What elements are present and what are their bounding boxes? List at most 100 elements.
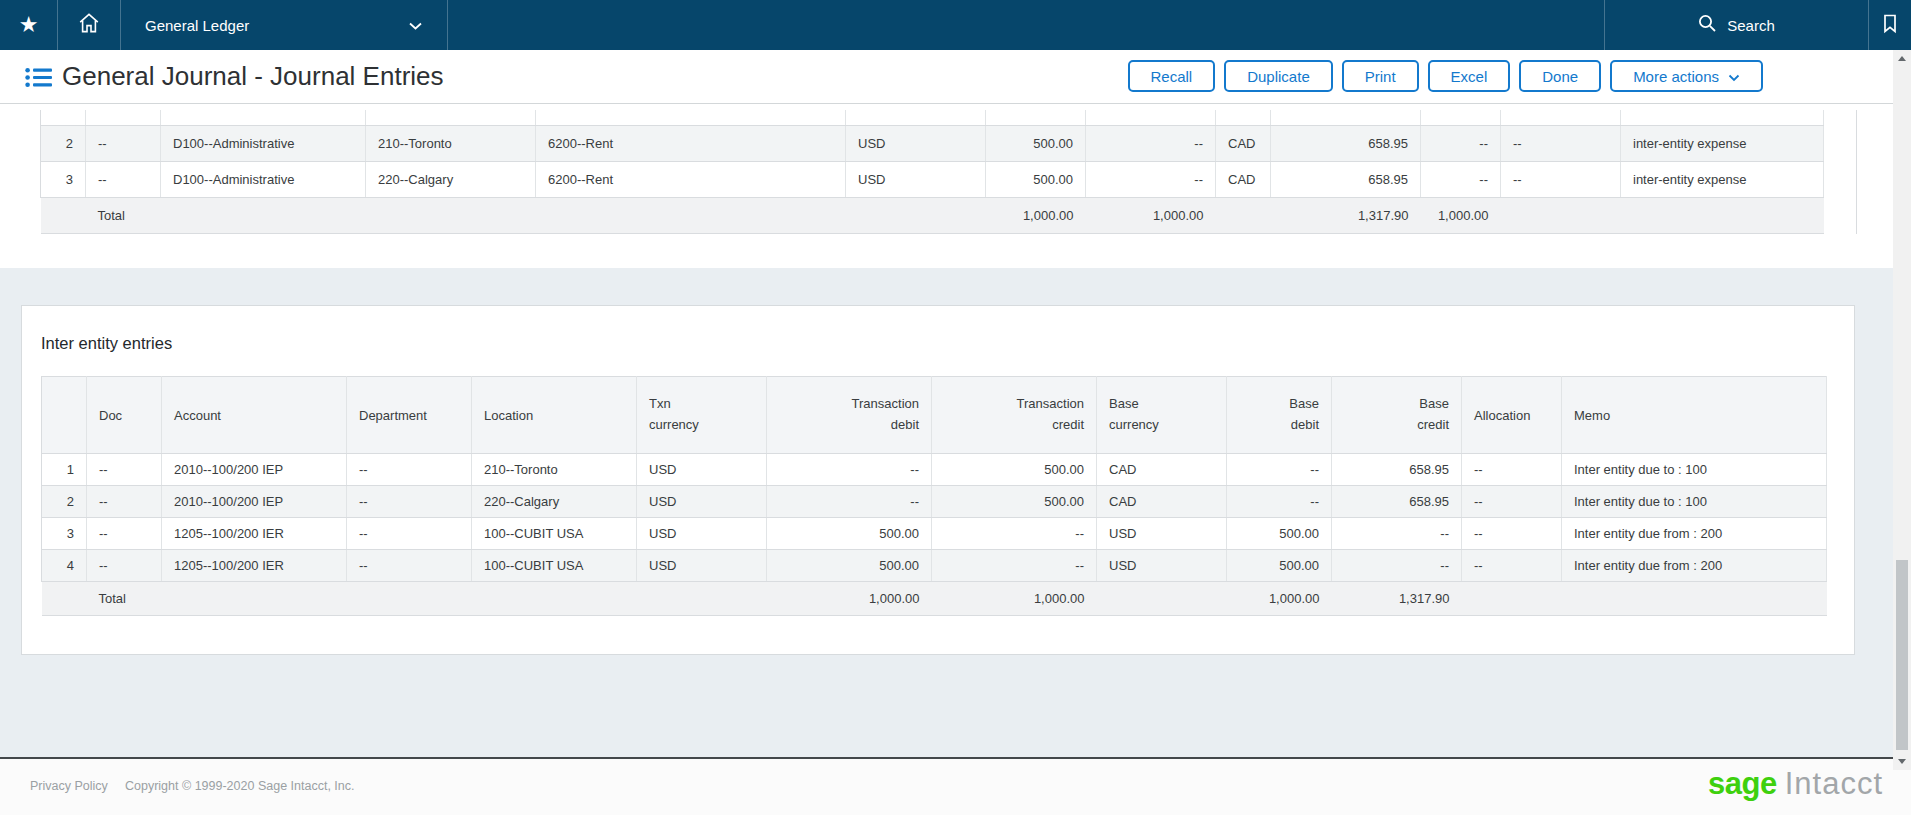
print-button[interactable]: Print bbox=[1342, 60, 1419, 92]
cell-location: 210--Toronto bbox=[472, 454, 637, 486]
cell-allocation: -- bbox=[1501, 161, 1621, 197]
cell-allocation: -- bbox=[1501, 125, 1621, 161]
cell-transaction-debit: 500.00 bbox=[767, 550, 932, 582]
cell-line-no: 1 bbox=[42, 454, 87, 486]
cell-line-no: 2 bbox=[41, 125, 86, 161]
cell-line-no: 3 bbox=[41, 161, 86, 197]
bookmark-button[interactable] bbox=[1869, 0, 1911, 50]
cell-base-debit: 500.00 bbox=[1227, 550, 1332, 582]
page-title: General Journal - Journal Entries bbox=[62, 61, 444, 92]
cell-memo: Inter entity due to : 100 bbox=[1562, 454, 1827, 486]
total-transaction-credit: 1,000.00 bbox=[932, 582, 1097, 616]
cell-transaction-credit: -- bbox=[932, 550, 1097, 582]
cell-txn-currency: USD bbox=[637, 486, 767, 518]
more-actions-button[interactable]: More actions bbox=[1610, 60, 1763, 92]
copyright-text: Copyright © 1999-2020 Sage Intacct, Inc. bbox=[125, 779, 355, 793]
total-txn-debit: 1,000.00 bbox=[986, 197, 1086, 233]
cell-base-debit: 658.95 bbox=[1271, 125, 1421, 161]
list-menu-icon[interactable] bbox=[25, 67, 52, 92]
cell-department: -- bbox=[347, 454, 472, 486]
cell-doc: -- bbox=[86, 161, 161, 197]
total-base-credit: 1,000.00 bbox=[1421, 197, 1501, 233]
total-base-credit: 1,317.90 bbox=[1332, 582, 1462, 616]
cell-doc: -- bbox=[87, 454, 162, 486]
logo-sage-text: sage bbox=[1708, 766, 1777, 801]
cell-account: 6200--Rent bbox=[536, 161, 846, 197]
inter-entity-table: Doc Account Department Location Txn curr… bbox=[41, 376, 1827, 616]
journal-entries-section: 2 -- D100--Administrative 210--Toronto 6… bbox=[0, 104, 1893, 268]
duplicate-button[interactable]: Duplicate bbox=[1224, 60, 1333, 92]
cell-base-currency: CAD bbox=[1216, 125, 1271, 161]
cell-location: 100--CUBIT USA bbox=[472, 550, 637, 582]
cell-doc: -- bbox=[86, 125, 161, 161]
cell-location: 220--Calgary bbox=[472, 486, 637, 518]
cell-txn-debit: 500.00 bbox=[986, 125, 1086, 161]
logo-intacct-text: Intacct bbox=[1785, 766, 1883, 801]
table-row: 3 -- D100--Administrative 220--Calgary 6… bbox=[41, 161, 1824, 197]
col-transaction-debit: Transaction debit bbox=[767, 377, 932, 454]
search-icon bbox=[1698, 14, 1717, 36]
cell-allocation: -- bbox=[1462, 486, 1562, 518]
cell-base-debit: 658.95 bbox=[1271, 161, 1421, 197]
cell-location: 220--Calgary bbox=[366, 161, 536, 197]
scroll-down-arrow-icon[interactable] bbox=[1893, 753, 1911, 770]
col-base-debit: Base debit bbox=[1227, 377, 1332, 454]
scroll-up-arrow-icon[interactable] bbox=[1893, 50, 1911, 67]
favorites-button[interactable]: ★ bbox=[0, 0, 58, 50]
total-base-debit: 1,000.00 bbox=[1227, 582, 1332, 616]
total-label: Total bbox=[87, 582, 162, 616]
page-header: General Journal - Journal Entries Recall… bbox=[0, 50, 1893, 104]
cell-memo: inter-entity expense bbox=[1621, 161, 1824, 197]
cell-base-credit: -- bbox=[1332, 518, 1462, 550]
col-location: Location bbox=[472, 377, 637, 454]
app-screen: ★ General Ledger bbox=[0, 0, 1911, 815]
cell-allocation: -- bbox=[1462, 550, 1562, 582]
table-row: 2 -- D100--Administrative 210--Toronto 6… bbox=[41, 125, 1824, 161]
recall-button[interactable]: Recall bbox=[1128, 60, 1216, 92]
excel-button[interactable]: Excel bbox=[1428, 60, 1511, 92]
home-button[interactable] bbox=[58, 0, 121, 50]
privacy-policy-link[interactable]: Privacy Policy bbox=[30, 779, 108, 793]
cell-allocation: -- bbox=[1462, 454, 1562, 486]
sage-intacct-logo: sageIntacct bbox=[1708, 766, 1883, 802]
cell-base-debit: -- bbox=[1227, 454, 1332, 486]
cell-base-debit: -- bbox=[1227, 486, 1332, 518]
star-icon: ★ bbox=[19, 14, 39, 36]
cell-txn-currency: USD bbox=[637, 454, 767, 486]
cell-txn-currency: USD bbox=[846, 125, 986, 161]
col-doc: Doc bbox=[87, 377, 162, 454]
cell-transaction-debit: -- bbox=[767, 454, 932, 486]
cell-department: D100--Administrative bbox=[161, 125, 366, 161]
cell-location: 100--CUBIT USA bbox=[472, 518, 637, 550]
cell-account: 1205--100/200 IER bbox=[162, 518, 347, 550]
app-menu-dropdown[interactable]: General Ledger bbox=[121, 0, 448, 50]
table-row: 3 -- 1205--100/200 IER -- 100--CUBIT USA… bbox=[42, 518, 1827, 550]
total-row: Total 1,000.00 1,000.00 1,000.00 1,317.9… bbox=[42, 582, 1827, 616]
chevron-down-icon bbox=[408, 17, 423, 34]
col-transaction-credit: Transaction credit bbox=[932, 377, 1097, 454]
done-button[interactable]: Done bbox=[1519, 60, 1601, 92]
cell-base-credit: -- bbox=[1421, 161, 1501, 197]
cell-txn-currency: USD bbox=[637, 550, 767, 582]
cell-transaction-debit: 500.00 bbox=[767, 518, 932, 550]
col-base-credit: Base credit bbox=[1332, 377, 1462, 454]
cell-department: -- bbox=[347, 486, 472, 518]
cell-allocation: -- bbox=[1462, 518, 1562, 550]
total-base-debit: 1,317.90 bbox=[1271, 197, 1421, 233]
header-buttons: Recall Duplicate Print Excel Done More a… bbox=[1128, 60, 1764, 92]
scrollbar-thumb[interactable] bbox=[1896, 560, 1908, 750]
cell-account: 2010--100/200 IEP bbox=[162, 454, 347, 486]
cell-transaction-credit: 500.00 bbox=[932, 486, 1097, 518]
total-row: Total 1,000.00 1,000.00 1,317.90 1,000.0… bbox=[41, 197, 1824, 233]
cell-txn-currency: USD bbox=[637, 518, 767, 550]
vertical-scrollbar[interactable] bbox=[1893, 50, 1911, 770]
cell-department: -- bbox=[347, 550, 472, 582]
cell-base-currency: CAD bbox=[1097, 486, 1227, 518]
total-txn-credit: 1,000.00 bbox=[1086, 197, 1216, 233]
cell-base-credit: 658.95 bbox=[1332, 486, 1462, 518]
table-row: 4 -- 1205--100/200 IER -- 100--CUBIT USA… bbox=[42, 550, 1827, 582]
table-row: 2 -- 2010--100/200 IEP -- 220--Calgary U… bbox=[42, 486, 1827, 518]
cell-line-no: 3 bbox=[42, 518, 87, 550]
cell-account: 1205--100/200 IER bbox=[162, 550, 347, 582]
search-button[interactable]: Search bbox=[1604, 0, 1869, 50]
